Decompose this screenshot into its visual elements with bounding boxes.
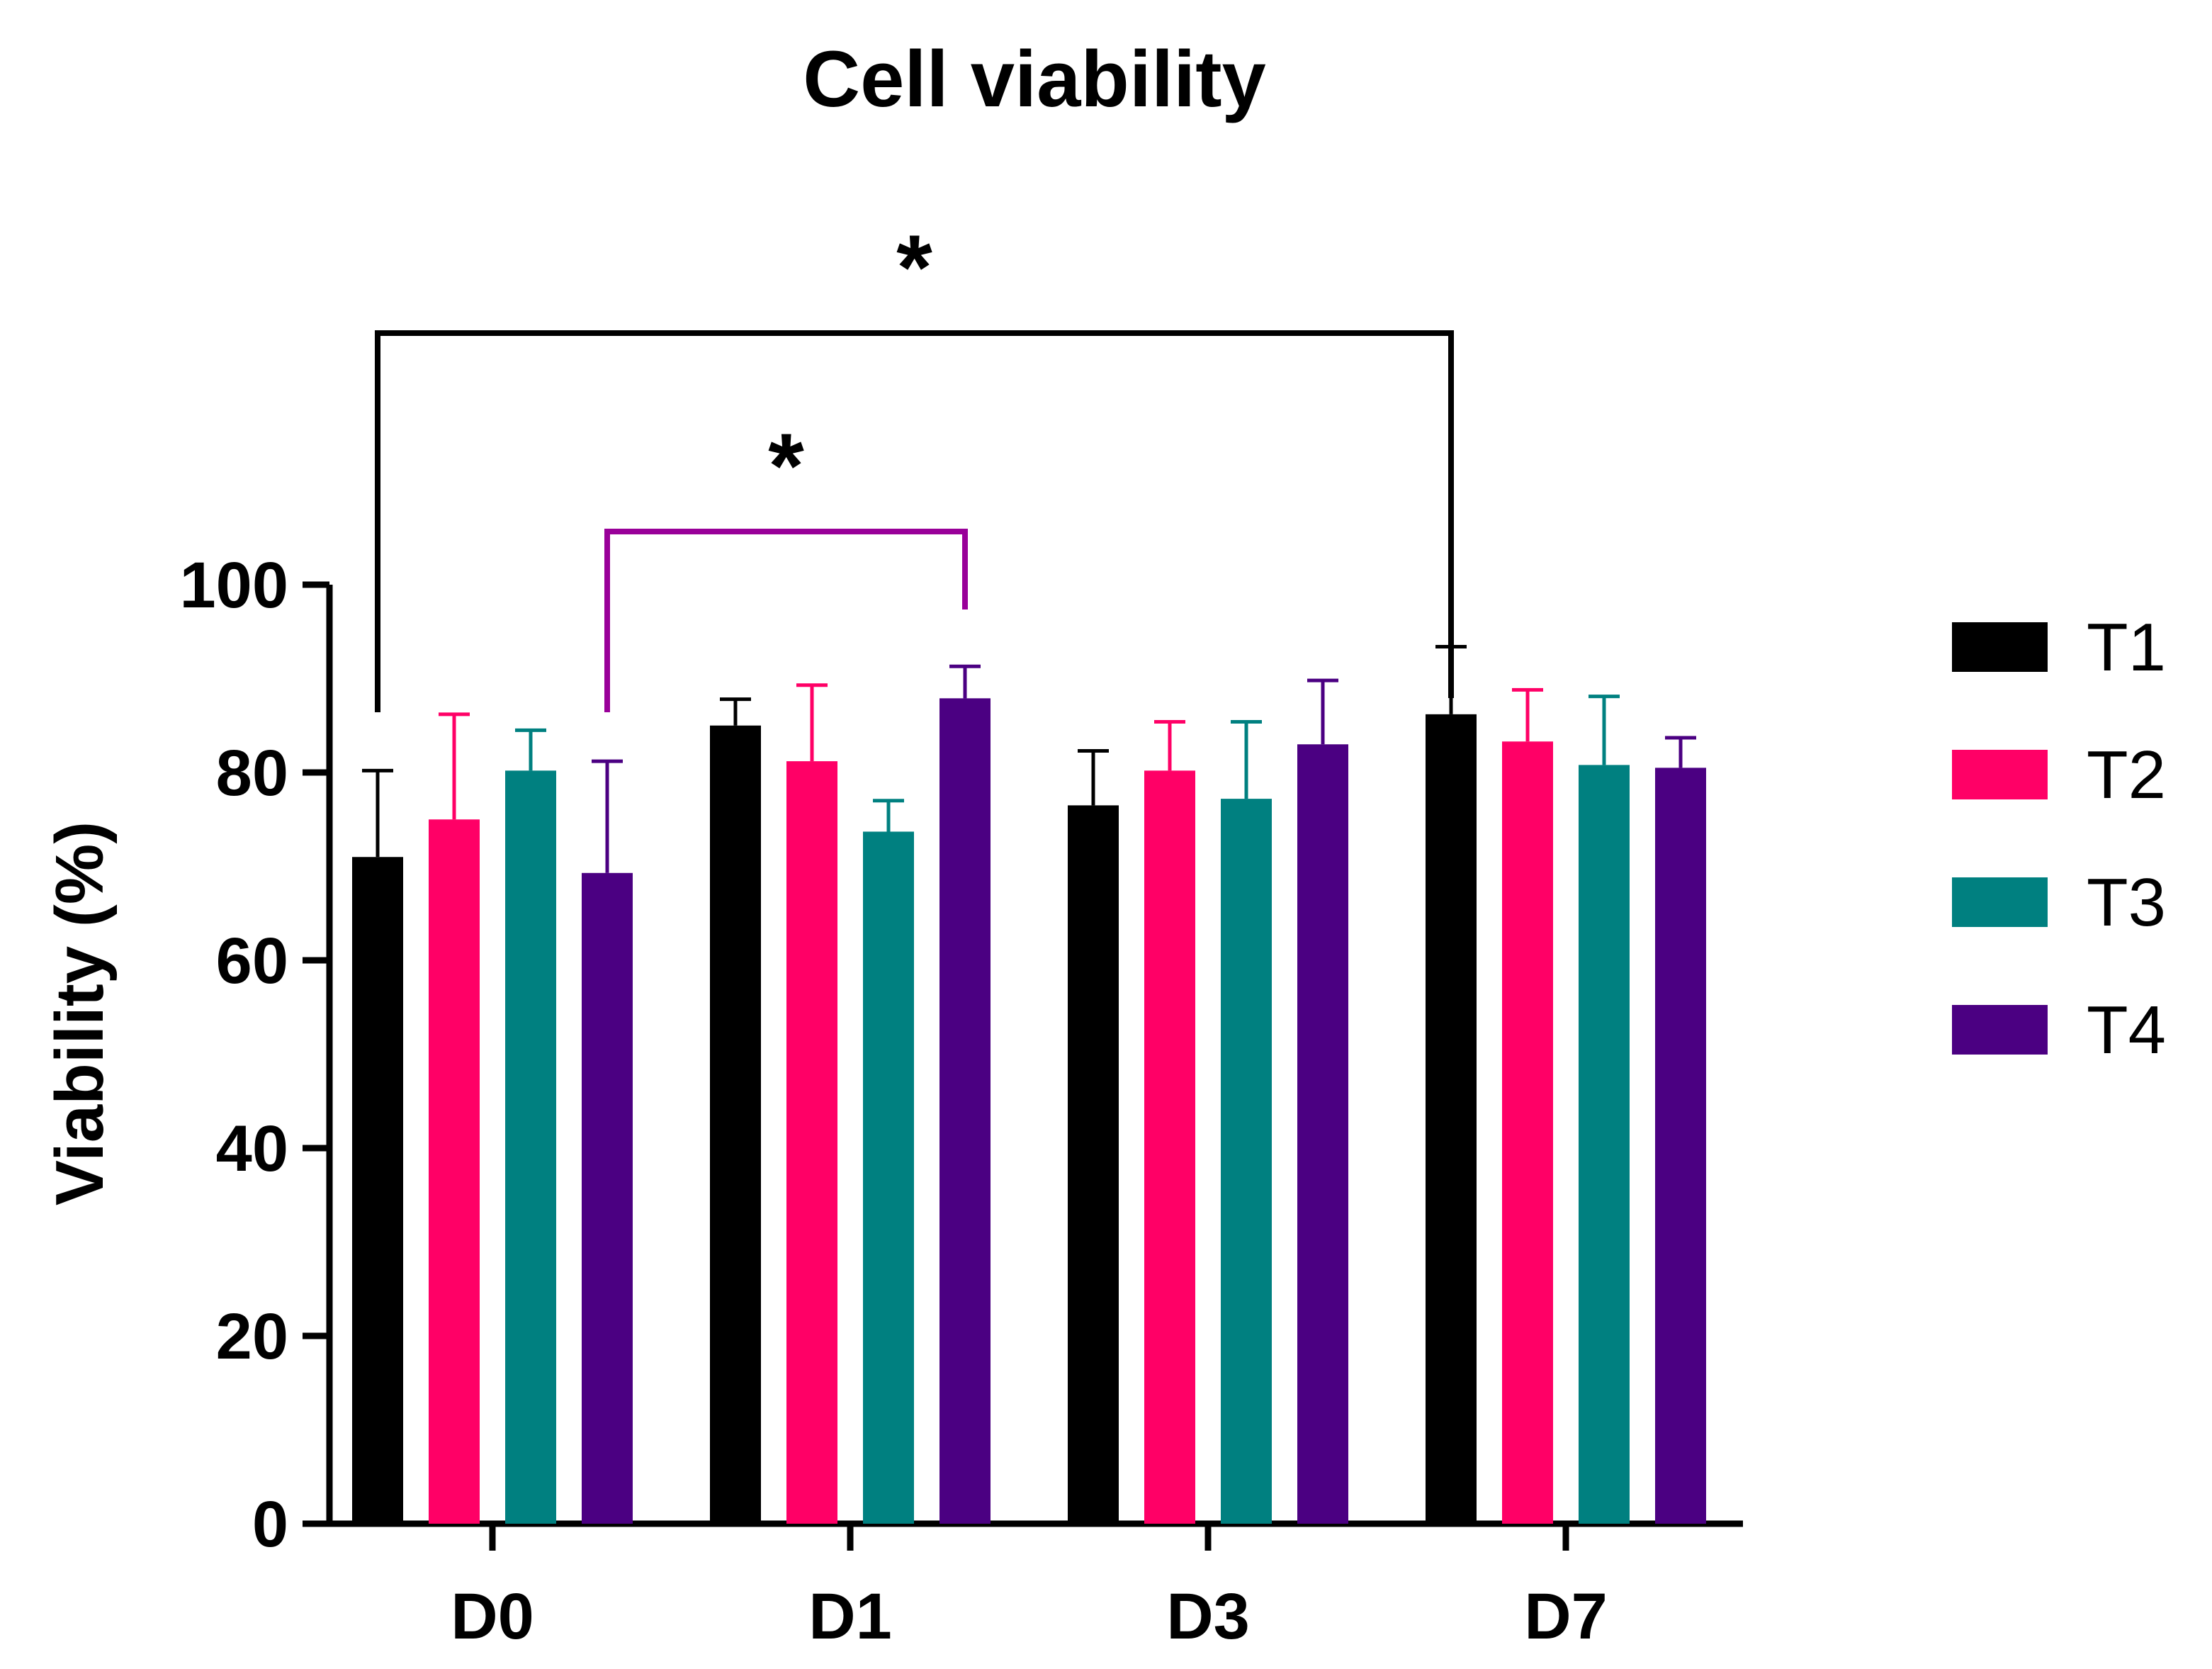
bar-t4-d0 (582, 872, 633, 1524)
bar-t2-d1 (786, 761, 837, 1524)
bar-t3-d1 (863, 831, 914, 1524)
bar-t1-d7 (1426, 714, 1477, 1524)
axes: 0 20 40 60 80 100 D0 D1 D3 D7 (180, 549, 1743, 1653)
significance-bracket (604, 529, 968, 712)
bars (352, 698, 1706, 1524)
bar-t4-d3 (1297, 744, 1348, 1524)
y-tick-label: 20 (216, 1300, 288, 1373)
y-tick-label: 0 (252, 1488, 288, 1561)
y-tick-label: 60 (216, 925, 288, 997)
legend-label-t3: T3 (2087, 865, 2166, 940)
legend-swatch-t4 (1952, 1005, 2048, 1055)
legend-label-t2: T2 (2087, 737, 2166, 813)
x-tick-label: D3 (1166, 1580, 1250, 1653)
legend-swatch-t1 (1952, 622, 2048, 672)
legend: T1 T2 T3 T4 (1952, 609, 2166, 1068)
chart-title: Cell viability (803, 35, 1266, 123)
bar-t1-d0 (352, 857, 403, 1524)
bar-t4-d1 (939, 698, 991, 1524)
bar-t1-d1 (710, 725, 761, 1524)
y-tick-label: 40 (216, 1113, 288, 1185)
bar-t2-d7 (1502, 741, 1553, 1524)
bar-t4-d7 (1655, 768, 1706, 1524)
x-tick-label: D1 (808, 1580, 892, 1653)
bar-t3-d3 (1221, 799, 1272, 1524)
significance-bracket (375, 330, 1454, 712)
bar-t2-d3 (1144, 770, 1195, 1524)
legend-swatch-t2 (1952, 750, 2048, 799)
bar-t3-d0 (505, 770, 556, 1524)
legend-label-t4: T4 (2087, 992, 2166, 1068)
error-bars (362, 644, 1696, 873)
y-tick-label: 80 (216, 737, 288, 809)
legend-swatch-t3 (1952, 877, 2048, 927)
legend-label-t1: T1 (2087, 609, 2166, 685)
y-tick-label: 100 (180, 549, 289, 622)
bar-t1-d3 (1068, 805, 1119, 1524)
x-tick-label: D7 (1524, 1580, 1608, 1653)
bar-t3-d7 (1579, 765, 1630, 1524)
significance-annotations: ** (375, 215, 1454, 712)
y-axis-label: Viability (%) (42, 821, 118, 1206)
significance-star: * (896, 215, 932, 319)
significance-star: * (768, 414, 804, 517)
x-tick-label: D0 (451, 1580, 534, 1653)
bar-t2-d0 (429, 819, 480, 1524)
